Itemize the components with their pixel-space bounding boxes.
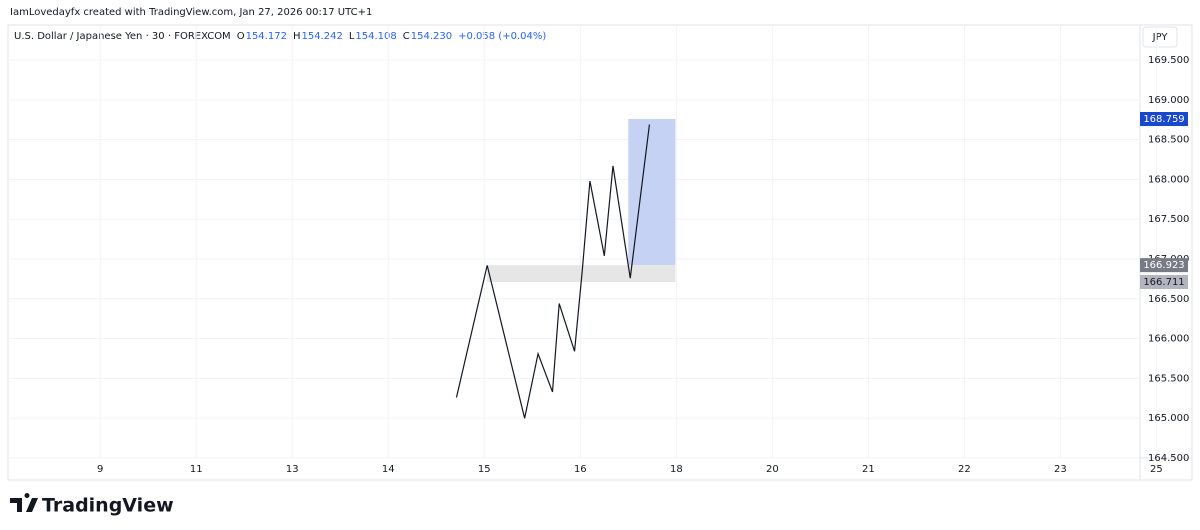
logo [10, 492, 38, 512]
zone [628, 119, 676, 266]
credit: IamLovedayfx created with TradingView.co… [10, 7, 372, 18]
y-tick-label: 168.500 [1148, 135, 1189, 146]
price-label-box [1140, 112, 1188, 127]
x-tick-label: 15 [478, 464, 491, 475]
x-tick-label: 16 [574, 464, 587, 475]
ohlc-value: 154.230 [411, 31, 452, 42]
y-tick-label: 169.000 [1148, 95, 1189, 106]
y-tick-label: 169.500 [1148, 55, 1189, 66]
price-label: 168.759 [1143, 114, 1184, 125]
x-tick-label: 23 [1054, 464, 1067, 475]
ohlc: O 154.172 H 154.242 L 154.108 C 154.230 +0.058 (… [237, 31, 547, 42]
ohlc-value: 154.108 [355, 31, 396, 42]
symbol: U.S. Dollar / Japanese Yen · 30 · FOREXC… [14, 31, 231, 42]
y-tick-label: 166.500 [1148, 294, 1189, 305]
price-label-box [1140, 275, 1188, 290]
x-tick-label: 9 [97, 464, 103, 475]
ohlc-key: O [237, 31, 245, 42]
x-tick-label: 11 [190, 464, 203, 475]
x-tick-label: 21 [862, 464, 875, 475]
currency: JPY [1152, 32, 1169, 43]
y-tick-label: 168.000 [1148, 174, 1189, 185]
y-tick-label: 165.500 [1148, 373, 1189, 384]
price-label-box [1140, 258, 1188, 273]
ohlc-key: L [349, 31, 355, 42]
price-label: 166.711 [1143, 277, 1184, 288]
frame [7, 24, 1193, 481]
grid [8, 25, 1157, 459]
y-tick-label: 164.500 [1148, 453, 1189, 464]
y-tick-label: 167.500 [1148, 214, 1189, 225]
y-tick-label: 165.000 [1148, 413, 1189, 424]
y-tick-label: 166.000 [1148, 334, 1189, 345]
x-tick-label: 18 [670, 464, 683, 475]
ohlc-change: +0.058 (+0.04%) [458, 31, 546, 42]
ohlc-key: H [293, 31, 301, 42]
ohlc-value: 154.172 [246, 31, 287, 42]
ohlc-value: 154.242 [301, 31, 342, 42]
ohlc-key: C [403, 31, 410, 42]
x-tick-label: 20 [766, 464, 779, 475]
x-tick-label: 25 [1150, 464, 1163, 475]
x-tick-label: 13 [286, 464, 299, 475]
price-line [455, 124, 651, 419]
currency-box [1142, 26, 1178, 48]
price-label: 166.923 [1143, 260, 1184, 271]
brand: TradingView [42, 495, 174, 517]
x-tick-label: 14 [382, 464, 395, 475]
x-tick-label: 22 [958, 464, 971, 475]
